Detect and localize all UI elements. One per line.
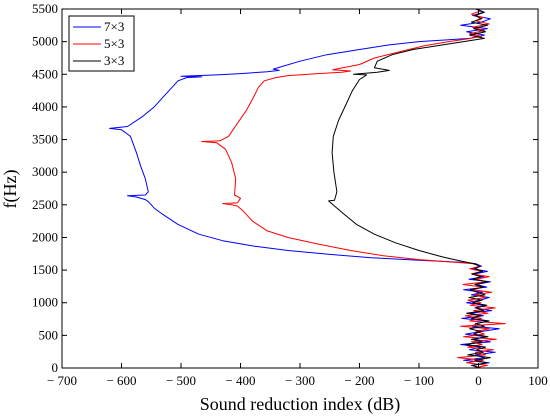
x-tick-label: − 600 <box>106 373 136 388</box>
x-tick-label: 100 <box>528 373 548 388</box>
series-line-3×3 <box>328 9 491 368</box>
series-layer <box>109 9 506 368</box>
series-line-7×3 <box>109 9 500 368</box>
legend-label: 7×3 <box>104 19 124 34</box>
y-tick-label: 2000 <box>32 229 58 244</box>
y-tick-label: 0 <box>52 360 59 375</box>
y-tick-label: 2500 <box>32 197 58 212</box>
x-tick-label: − 100 <box>404 373 434 388</box>
y-tick-label: 5500 <box>32 1 58 16</box>
y-tick-label: 500 <box>39 327 59 342</box>
y-tick-label: 4000 <box>32 99 58 114</box>
x-axis-label: Sound reduction index (dB) <box>200 394 400 415</box>
legend-label: 5×3 <box>104 36 124 51</box>
y-tick-label: 4500 <box>32 66 58 81</box>
y-tick-label: 5000 <box>32 34 58 49</box>
x-tick-label: − 200 <box>344 373 374 388</box>
x-tick-label: − 400 <box>225 373 255 388</box>
x-tick-label: − 300 <box>285 373 315 388</box>
x-tick-label: − 500 <box>166 373 196 388</box>
y-axis-label: f(Hz) <box>0 170 21 209</box>
legend: 7×3 5×3 3×3 <box>68 15 135 72</box>
ticks-layer: − 700− 600− 500− 400− 300− 200− 100 0 1000… <box>32 1 548 388</box>
series-line-5×3 <box>201 10 506 368</box>
x-tick-label: 0 <box>475 373 482 388</box>
legend-label: 3×3 <box>104 53 124 68</box>
y-tick-label: 3000 <box>32 164 58 179</box>
y-tick-label: 1000 <box>32 295 58 310</box>
x-tick-label: − 700 <box>47 373 77 388</box>
y-tick-label: 1500 <box>32 262 58 277</box>
y-tick-label: 3500 <box>32 132 58 147</box>
